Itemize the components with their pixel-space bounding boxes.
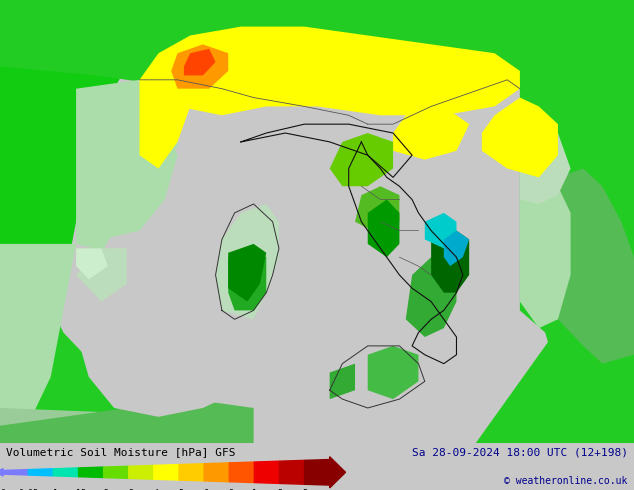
Polygon shape xyxy=(0,0,634,98)
Polygon shape xyxy=(558,169,634,364)
Polygon shape xyxy=(0,390,158,443)
Polygon shape xyxy=(0,408,222,443)
Text: 1: 1 xyxy=(252,489,257,490)
Polygon shape xyxy=(304,460,330,485)
Polygon shape xyxy=(76,80,178,257)
Polygon shape xyxy=(76,111,178,240)
Polygon shape xyxy=(425,213,456,248)
Polygon shape xyxy=(355,186,399,235)
Polygon shape xyxy=(406,257,456,337)
Polygon shape xyxy=(520,124,571,204)
Text: .6: .6 xyxy=(199,489,209,490)
Polygon shape xyxy=(241,213,361,346)
Polygon shape xyxy=(368,346,418,399)
Polygon shape xyxy=(103,466,129,478)
Polygon shape xyxy=(482,98,558,177)
Text: .8: .8 xyxy=(224,489,234,490)
Polygon shape xyxy=(520,0,634,443)
Polygon shape xyxy=(204,463,230,482)
Polygon shape xyxy=(330,364,355,399)
Polygon shape xyxy=(29,469,53,476)
Text: 3: 3 xyxy=(277,489,282,490)
Polygon shape xyxy=(0,0,139,443)
Polygon shape xyxy=(0,0,114,443)
Polygon shape xyxy=(154,465,179,480)
Text: .3: .3 xyxy=(124,489,134,490)
Polygon shape xyxy=(216,204,279,319)
Polygon shape xyxy=(230,462,254,483)
Polygon shape xyxy=(431,231,469,293)
Text: .5: .5 xyxy=(174,489,184,490)
Text: .2: .2 xyxy=(99,489,108,490)
Polygon shape xyxy=(184,49,216,75)
Text: 5: 5 xyxy=(302,489,307,490)
Polygon shape xyxy=(298,186,507,417)
Polygon shape xyxy=(476,288,634,443)
Polygon shape xyxy=(0,221,127,443)
Polygon shape xyxy=(0,399,254,443)
Polygon shape xyxy=(76,142,361,417)
Polygon shape xyxy=(179,464,204,481)
Text: © weatheronline.co.uk: © weatheronline.co.uk xyxy=(504,476,628,486)
Polygon shape xyxy=(393,106,469,160)
Polygon shape xyxy=(330,133,393,186)
Polygon shape xyxy=(228,248,266,311)
Polygon shape xyxy=(79,467,103,478)
Polygon shape xyxy=(3,469,29,475)
Polygon shape xyxy=(444,231,469,266)
Polygon shape xyxy=(520,177,571,328)
Polygon shape xyxy=(139,80,190,169)
Polygon shape xyxy=(330,457,346,488)
Polygon shape xyxy=(254,461,280,484)
Polygon shape xyxy=(171,44,228,89)
Text: Volumetric Soil Moisture [hPa] GFS: Volumetric Soil Moisture [hPa] GFS xyxy=(6,447,236,457)
Polygon shape xyxy=(129,466,154,479)
Polygon shape xyxy=(76,248,108,279)
Polygon shape xyxy=(368,199,399,257)
Text: Sa 28-09-2024 18:00 UTC (12+198): Sa 28-09-2024 18:00 UTC (12+198) xyxy=(411,447,628,457)
Text: .15: .15 xyxy=(71,489,86,490)
Text: 0: 0 xyxy=(1,489,6,490)
Polygon shape xyxy=(0,468,3,476)
Text: 0.05: 0.05 xyxy=(18,489,38,490)
Polygon shape xyxy=(139,26,520,115)
Polygon shape xyxy=(53,468,79,477)
Polygon shape xyxy=(228,244,266,301)
Text: .4: .4 xyxy=(149,489,159,490)
Text: .1: .1 xyxy=(48,489,58,490)
Polygon shape xyxy=(280,460,304,484)
Polygon shape xyxy=(0,244,76,417)
Polygon shape xyxy=(76,248,127,301)
